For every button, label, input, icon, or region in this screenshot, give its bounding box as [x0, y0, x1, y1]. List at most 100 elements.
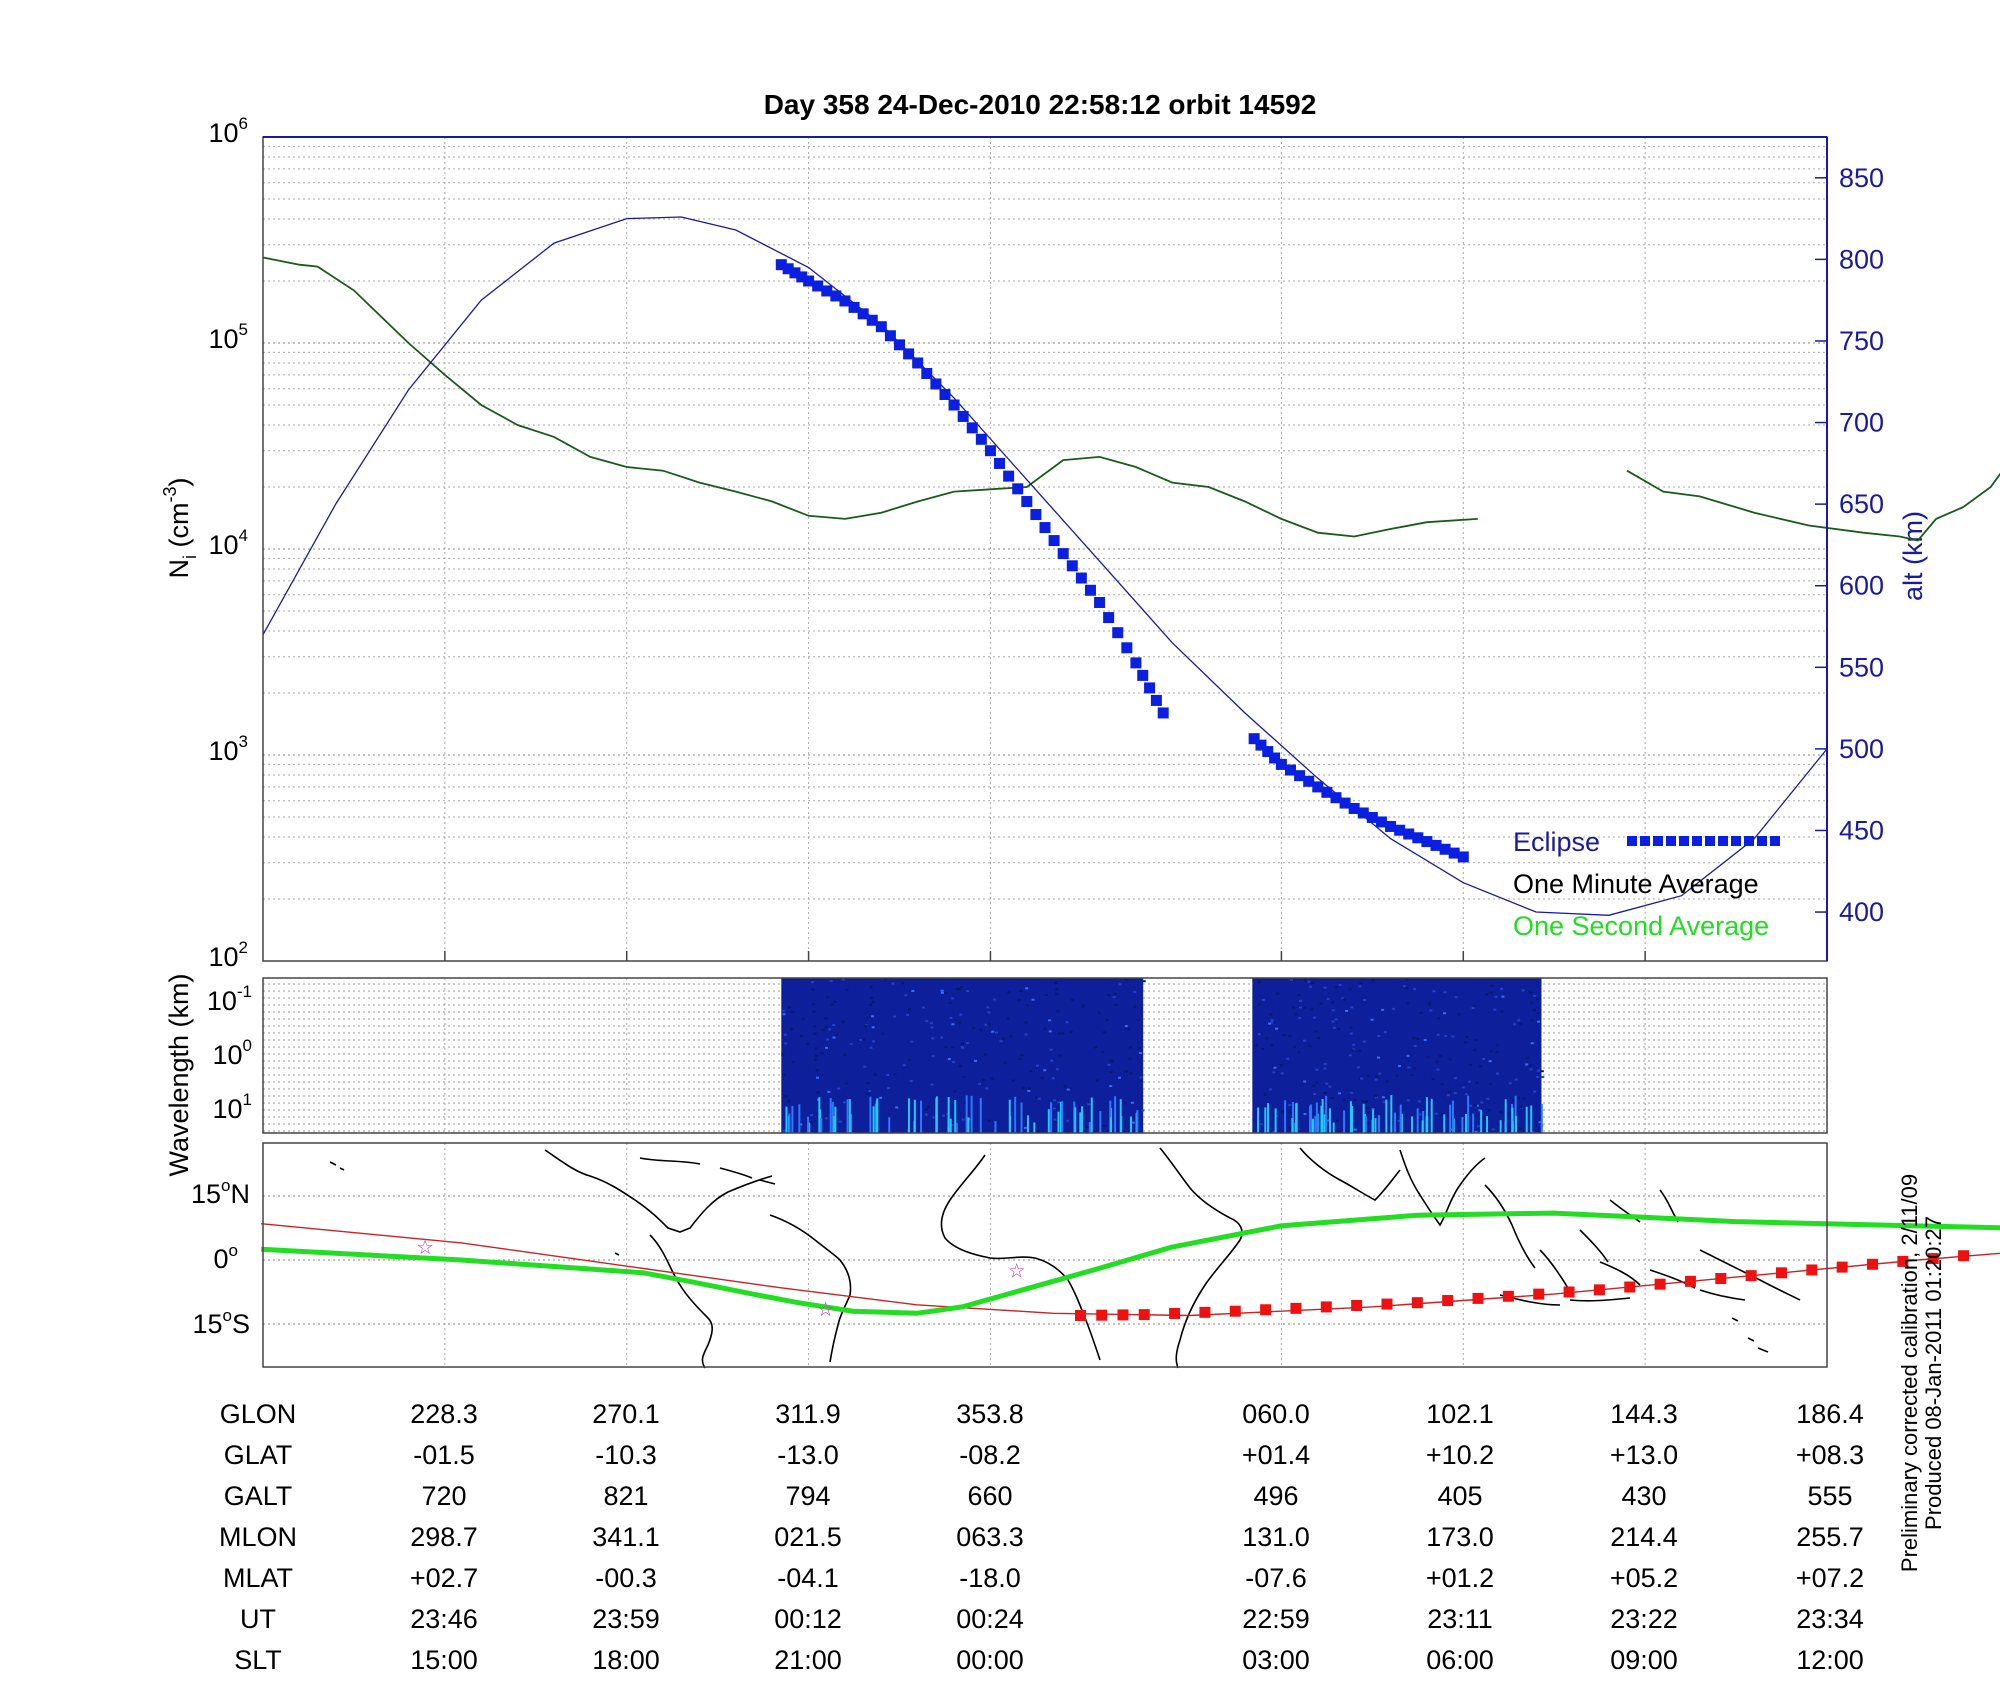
spectrogram-cell [1519, 1106, 1523, 1109]
table-cell: 405 [1437, 1481, 1482, 1511]
spectrogram-cell [879, 1096, 883, 1099]
spectrogram-cell [1407, 1066, 1411, 1069]
spectrogram-cell [1055, 988, 1059, 991]
spectrogram-cell [1427, 1001, 1431, 1004]
spectrogram-cell [958, 987, 962, 990]
spectrogram-cell [1351, 1048, 1355, 1051]
spectrogram-cell [1480, 1101, 1484, 1104]
spectrogram-cell [1371, 979, 1375, 982]
spectrogram-cell [790, 1010, 794, 1013]
spectrogram-cell [1360, 1077, 1364, 1080]
spectrogram-cell [812, 1010, 816, 1013]
table-cell: 21:00 [774, 1645, 842, 1675]
spectrogram-cell [1112, 996, 1116, 999]
spectrogram-cell [1044, 994, 1048, 997]
spectrogram-cell [781, 1053, 785, 1056]
eclipse-marker [796, 271, 808, 283]
chart-title: Day 358 24-Dec-2010 22:58:12 orbit 14592 [764, 89, 1317, 120]
table-cell: 03:00 [1242, 1645, 1310, 1675]
spectrogram-cell [868, 1089, 872, 1092]
spectrogram-cell [1429, 1009, 1433, 1012]
spectrogram-cell [984, 1053, 988, 1056]
spectrogram-spike [1257, 1107, 1260, 1133]
wavelength-axis-label: Wavelength (km) [164, 973, 194, 1176]
eclipse-marker [830, 290, 842, 302]
eclipse-marker [803, 275, 815, 287]
eclipse-marker [1421, 836, 1433, 848]
spectrogram-cell [866, 1016, 870, 1019]
spectrogram-cell [1102, 1031, 1106, 1034]
spectrogram-cell [887, 1087, 891, 1090]
map-panel: ☆☆☆☆☆ 15oN 0o 15oS [191, 1142, 2000, 1369]
spectrogram-cell [1309, 981, 1313, 984]
table-cell: -00.3 [595, 1563, 657, 1593]
spectrogram-cell [1345, 1009, 1349, 1012]
spectrogram-cell [958, 1064, 962, 1067]
spectrogram-cell [1110, 1060, 1114, 1063]
spectrogram-cell [1337, 1130, 1341, 1133]
spectrogram-cell [1464, 1093, 1468, 1096]
spectrogram-spike [1014, 1096, 1017, 1133]
magnetic-equator-track [261, 1210, 2000, 1316]
eclipse-marker [1294, 770, 1306, 782]
spectrogram-spike [965, 1122, 968, 1133]
legend-eclipse-square [1627, 836, 1637, 846]
spectrogram-cell [1535, 1075, 1539, 1078]
altitude-ticks: 400 450 500 550 600 650 700 750 800 850 [1815, 163, 1884, 927]
eclipse-marker [1394, 824, 1406, 836]
spectrogram-cell [1297, 1051, 1301, 1054]
spectrogram-cell [1332, 1026, 1336, 1029]
table-cell: 00:24 [956, 1604, 1024, 1634]
spectrogram-cell [1309, 985, 1313, 988]
spectrogram-spike [1411, 1116, 1414, 1133]
spectrogram-cell [1315, 1068, 1319, 1071]
spectrogram-spike [1362, 1103, 1365, 1133]
spectrogram-cell [1495, 1072, 1499, 1075]
spectrogram-cell [948, 1002, 952, 1005]
spectrogram-cell [1530, 1019, 1534, 1022]
spectrogram-cell [1142, 980, 1146, 983]
spectrogram-cell [1471, 1007, 1475, 1010]
table-cell: 228.3 [410, 1399, 478, 1429]
spectrogram-cell [1105, 1018, 1109, 1021]
spectrogram-cell [1374, 1096, 1378, 1099]
spectrogram-cell [985, 1087, 989, 1090]
table-cell: 09:00 [1610, 1645, 1678, 1675]
spectrogram-cell [1496, 1044, 1500, 1047]
table-cell: 496 [1253, 1481, 1298, 1511]
eclipse-marker [1375, 816, 1387, 828]
table-cell: -01.5 [413, 1440, 475, 1470]
spectrogram-spike [1309, 1119, 1312, 1133]
spectrogram-spike [1311, 1118, 1314, 1133]
map-eclipse-marker [1096, 1309, 1108, 1321]
spectrogram-cell [1528, 991, 1532, 994]
spectrogram-cell [1060, 1032, 1064, 1035]
legend-one-second-label: One Second Average [1513, 911, 1769, 941]
map-eclipse-marker [1715, 1272, 1727, 1284]
spectrogram-cell [1130, 1101, 1134, 1104]
spectrogram-cell [1457, 1013, 1461, 1016]
spectrogram-cell [1330, 1096, 1334, 1099]
spectrogram-cell [863, 1065, 867, 1068]
spectrogram-cell [1406, 1099, 1410, 1102]
table-cell: 430 [1621, 1481, 1666, 1511]
spectrogram-cell [1530, 1002, 1534, 1005]
eclipse-marker [789, 267, 801, 279]
spectrogram-spike [1320, 1105, 1323, 1133]
eclipse-marker [1103, 612, 1115, 624]
legend-eclipse-square [1744, 836, 1754, 846]
eclipse-marker [1262, 746, 1274, 758]
spectrogram-cell [799, 1123, 803, 1126]
table-cell: 23:46 [410, 1604, 478, 1634]
spectrogram-cell [1474, 1104, 1478, 1107]
spectrogram-cell [1101, 1050, 1105, 1053]
spectrogram-cell [1139, 1052, 1143, 1055]
spectrogram-cell [1024, 1033, 1028, 1036]
spectrogram-cell [895, 1106, 899, 1109]
spectrogram-cell [1447, 1094, 1451, 1097]
side-note-line1: Preliminary corrected calibration, 2/11/… [1897, 1174, 1922, 1572]
spectrogram-spike [1009, 1116, 1012, 1133]
spectrogram-cell [1264, 1110, 1268, 1113]
spectrogram-cell [864, 1024, 868, 1027]
spectrogram-cell [835, 1033, 839, 1036]
